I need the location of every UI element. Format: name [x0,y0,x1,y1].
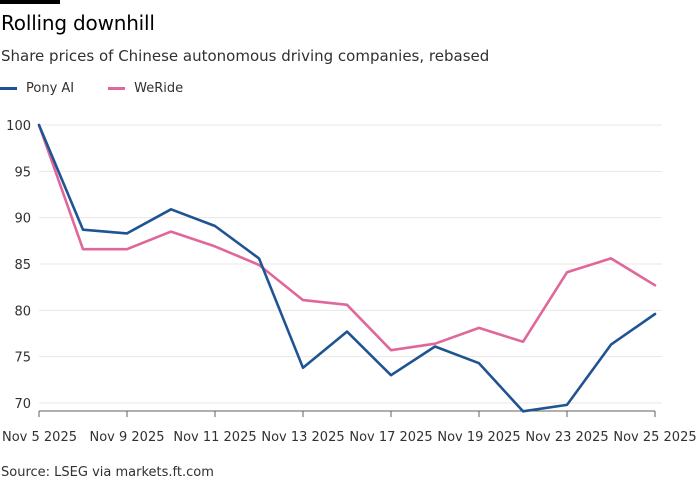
legend-item-pony-ai: Pony AI [0,81,74,96]
chart-title: Rolling downhill [1,11,155,35]
y-tick-label-85: 85 [14,258,31,273]
chart-subtitle: Share prices of Chinese autonomous drivi… [1,47,490,65]
y-tick-label-70: 70 [14,397,31,412]
x-tick-label-1: Nov 9 2025 [90,430,165,445]
x-tick-label-4: Nov 17 2025 [349,430,432,445]
legend-swatch-pony-ai [0,86,17,90]
legend-label-pony-ai: Pony AI [26,80,75,96]
y-tick-label-95: 95 [14,165,31,180]
legend-swatch-weride [108,86,126,90]
y-tick-label-100: 100 [6,119,31,134]
y-tick-label-75: 75 [14,351,31,366]
series-line-weride [37,123,657,352]
legend-item-weride: WeRide [108,81,183,96]
x-tick-label-0: Nov 5 2025 [2,430,77,445]
chart-legend: Pony AI WeRide [0,78,217,98]
x-tick-label-2: Nov 11 2025 [173,430,256,445]
x-tick-label-6: Nov 23 2025 [525,430,608,445]
ft-top-rule [0,0,60,4]
legend-label-weride: WeRide [134,80,184,96]
y-tick-label-90: 90 [14,212,31,227]
x-tick-label-7: Nov 25 2025 [613,430,696,445]
y-tick-label-80: 80 [14,304,31,319]
source-note: Source: LSEG via markets.ft.com [1,465,214,480]
series-line-pony-ai [37,123,657,413]
x-tick-label-5: Nov 19 2025 [437,430,520,445]
x-tick-label-3: Nov 13 2025 [261,430,344,445]
